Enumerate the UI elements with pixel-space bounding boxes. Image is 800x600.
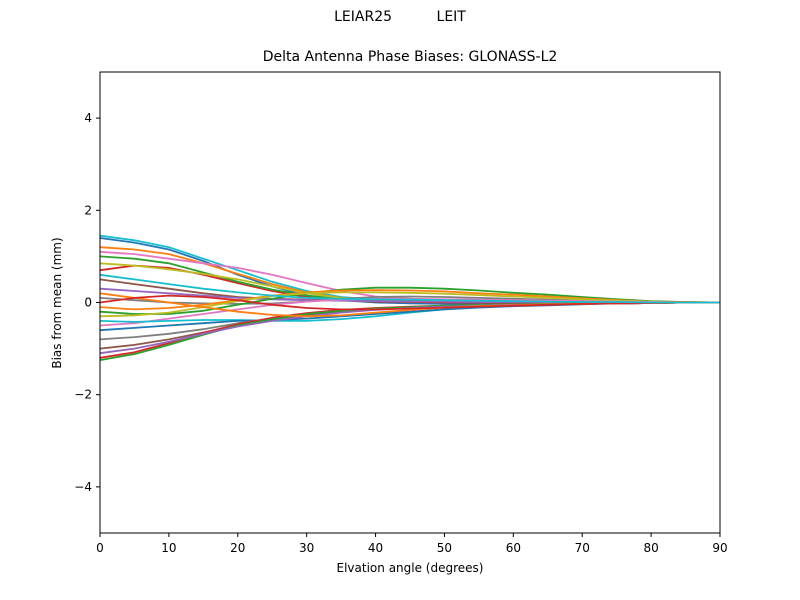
x-tick-label: 0: [96, 541, 104, 555]
series-lines: [99, 234, 721, 361]
y-tick-label: 0: [84, 296, 92, 310]
x-tick-label: 40: [368, 541, 383, 555]
x-tick-label: 90: [712, 541, 727, 555]
y-tick-label: 4: [84, 111, 92, 125]
series-line-s23: [99, 294, 720, 311]
x-axis-ticks: 0 10 20 30 40 50 60 70 80 90: [96, 533, 728, 555]
x-axis-label: Elvation angle (degrees): [336, 561, 484, 575]
series-line-s24: [99, 273, 720, 304]
x-tick-label: 30: [299, 541, 314, 555]
x-tick-label: 20: [230, 541, 245, 555]
chart-title: Delta Antenna Phase Biases: GLONASS-L2: [262, 49, 558, 65]
x-tick-label: 70: [575, 541, 590, 555]
y-tick-label: −4: [74, 480, 92, 494]
x-tick-label: 10: [161, 541, 176, 555]
y-tick-label: 2: [84, 203, 92, 217]
x-tick-label: 60: [506, 541, 521, 555]
y-axis-ticks: −4 −2 0 2 4: [74, 111, 100, 494]
x-tick-label: 50: [437, 541, 452, 555]
figure-suptitle: LEIAR25 LEIT: [334, 9, 466, 25]
x-tick-label: 80: [643, 541, 658, 555]
y-tick-label: −2: [74, 388, 92, 402]
